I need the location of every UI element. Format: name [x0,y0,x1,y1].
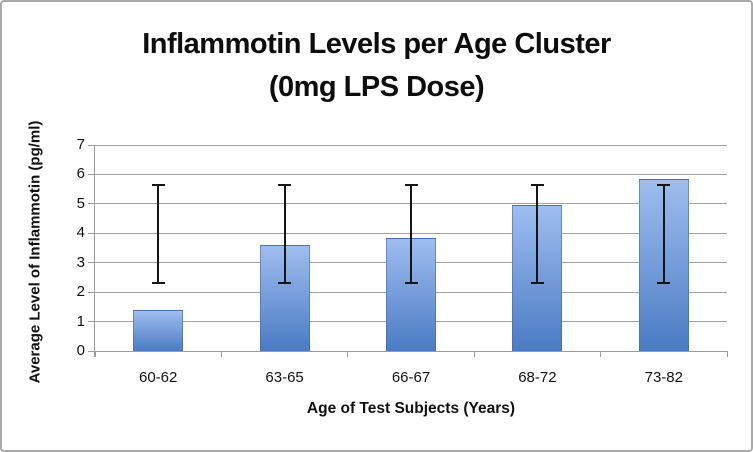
chart-title: Inflammotin Levels per Age Cluster (0mg … [2,23,751,109]
error-bar-cap-top [530,183,544,186]
error-bar-cap-bottom [657,282,671,285]
y-tick-label: 5 [76,194,85,212]
x-tick-label: 73-82 [644,369,683,386]
plot-area: Age of Test Subjects (Years) 0 1 2 3 4 5 6 7 60-… [77,136,728,417]
y-tick-label: 1 [76,312,85,330]
y-axis-tick [88,232,95,234]
x-axis-title: Age of Test Subjects (Years) [306,400,516,417]
error-bar-line [410,184,412,284]
error-bar-cap-top [404,183,418,186]
bar [133,309,184,351]
error-bar-line [157,184,160,284]
y-axis-line [94,145,95,357]
x-axis-line [88,351,727,352]
error-bar-cap-bottom [530,282,544,285]
y-axis-tick [88,291,95,293]
y-axis-tick [88,321,95,323]
y-axis-tick [88,173,95,175]
error-bar-line [536,184,539,284]
error-bar-cap-bottom [151,282,165,285]
x-tick-label: 68-72 [518,369,557,386]
y-tick-label: 0 [76,342,85,359]
gridline [95,144,727,146]
chart-title-line2: (0mg LPS Dose) [268,71,485,103]
x-axis-tick [726,351,728,357]
y-axis-tick [88,262,95,264]
error-bar-cap-bottom [404,282,418,285]
error-bar-line [283,184,286,284]
x-tick-label: 60-62 [139,369,178,386]
error-bar-cap-top [151,183,165,186]
gridline [95,173,727,175]
error-bar-cap-top [278,183,292,186]
error-bar-cap-bottom [278,282,292,285]
y-axis-tick [88,144,95,146]
x-tick-label: 66-67 [391,369,431,386]
y-tick-label: 3 [76,253,85,271]
error-bar-line [662,184,665,284]
x-axis-tick [220,351,222,357]
x-axis-tick [600,351,602,357]
y-tick-label: 4 [76,224,85,242]
y-axis-tick [88,350,95,352]
y-tick-label: 2 [76,283,85,301]
error-bar-cap-top [657,183,671,186]
chart-title-line1: Inflammotin Levels per Age Cluster [142,28,611,60]
x-axis-tick [473,351,475,357]
y-axis-title-text: Average Level of Inflammotin (pg/ml) [26,120,44,384]
x-axis-tick [347,351,349,357]
y-axis-tick [88,203,95,205]
x-axis-tick [94,351,96,357]
x-tick-label: 63-65 [265,369,304,386]
y-tick-label: 6 [76,165,85,183]
y-tick-label: 7 [76,136,85,153]
